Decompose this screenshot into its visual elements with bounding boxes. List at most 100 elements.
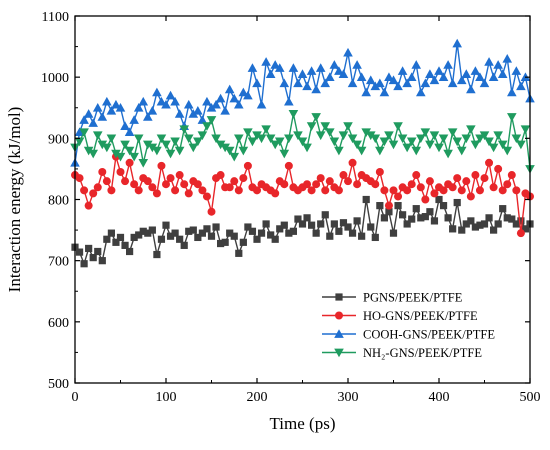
data-point [89, 254, 97, 262]
data-point [256, 99, 267, 109]
data-point [148, 226, 156, 234]
data-point [253, 235, 261, 243]
data-point [493, 131, 503, 141]
data-point [499, 205, 507, 213]
data-point [293, 78, 303, 88]
data-point [498, 186, 507, 195]
data-point [143, 112, 153, 121]
data-point [193, 180, 202, 189]
data-point [129, 115, 139, 124]
data-point [362, 195, 370, 204]
data-point [470, 140, 481, 150]
data-point [276, 225, 284, 233]
data-point [93, 183, 102, 192]
data-point [270, 140, 280, 150]
data-point [129, 152, 139, 162]
data-point [316, 174, 325, 183]
data-point [152, 87, 162, 97]
data-point [280, 221, 288, 229]
data-point [438, 72, 449, 82]
data-point [106, 106, 117, 115]
data-point [293, 131, 303, 141]
x-tick-label: 500 [520, 390, 541, 405]
data-point [284, 96, 294, 106]
data-point [375, 78, 385, 88]
data-point [111, 149, 121, 159]
data-point [325, 177, 334, 186]
data-point [425, 69, 435, 78]
data-point [92, 131, 103, 141]
data-point [375, 146, 385, 156]
data-point [399, 211, 407, 219]
data-point [334, 146, 344, 156]
data-point [239, 238, 247, 246]
data-point [302, 81, 312, 91]
data-point [188, 109, 199, 118]
data-point [475, 72, 485, 82]
data-point [271, 189, 280, 198]
data-point [443, 60, 453, 69]
data-point [229, 93, 240, 103]
data-point [256, 134, 267, 144]
data-point [238, 87, 249, 97]
data-point [393, 81, 403, 91]
data-point [490, 226, 498, 234]
data-point [470, 66, 481, 75]
data-point [161, 140, 171, 150]
data-point [243, 128, 253, 138]
data-point [516, 229, 525, 238]
plot-area [70, 38, 535, 268]
data-point [407, 180, 416, 189]
data-point [143, 177, 152, 186]
data-point [435, 195, 443, 204]
series-4 [70, 110, 535, 174]
data-point [257, 229, 266, 237]
data-point [461, 69, 472, 78]
data-point [180, 241, 188, 249]
data-point [102, 177, 111, 186]
data-point [516, 81, 526, 91]
data-point [412, 205, 420, 213]
data-point [502, 146, 513, 156]
data-point [389, 229, 398, 237]
data-point [484, 57, 494, 66]
data-point [74, 127, 85, 137]
data-point [152, 189, 161, 198]
data-point [188, 143, 199, 153]
data-point [484, 137, 494, 147]
data-point [512, 220, 520, 228]
data-point [217, 239, 225, 248]
data-point [165, 149, 176, 159]
data-point [388, 140, 399, 150]
data-point [207, 232, 216, 240]
data-point [329, 137, 340, 147]
data-point [103, 235, 111, 243]
data-point [156, 96, 167, 106]
data-point [115, 152, 126, 162]
data-point [385, 208, 393, 216]
data-point [384, 201, 393, 210]
axes: 0 100 200 300 400 500 500 600 700 800 900 1000 1100 [41, 10, 541, 405]
data-point [448, 183, 457, 192]
data-point [107, 186, 116, 195]
data-point [220, 143, 230, 153]
data-point [98, 167, 107, 176]
data-point [138, 96, 149, 106]
data-point [121, 241, 129, 249]
data-point [92, 102, 103, 112]
data-point [83, 146, 94, 156]
data-point [198, 186, 207, 195]
data-point [416, 183, 425, 192]
data-point [303, 180, 312, 189]
data-point [356, 72, 367, 82]
data-point [334, 66, 344, 75]
data-point [75, 174, 84, 183]
data-point [130, 233, 138, 242]
data-point [193, 106, 203, 115]
data-point [230, 177, 239, 186]
data-point [97, 112, 108, 121]
data-point [116, 233, 125, 242]
data-point [215, 93, 226, 103]
data-point [138, 158, 149, 168]
data-point [183, 134, 194, 144]
